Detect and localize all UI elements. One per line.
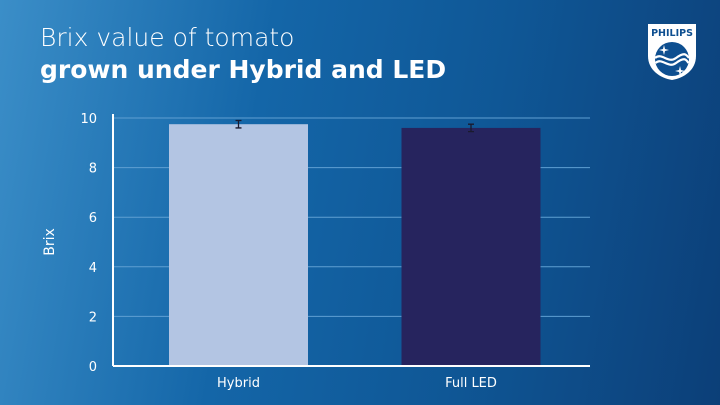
y-tick-label: 8 [89, 162, 97, 177]
x-tick-label: Hybrid [217, 376, 260, 391]
error-bar [235, 119, 242, 129]
y-tick-label: 0 [89, 360, 97, 375]
bar-hybrid [169, 124, 308, 366]
y-tick-label: 4 [89, 261, 97, 276]
y-tick-label: 6 [89, 211, 97, 226]
error-bar [468, 123, 474, 133]
chart-title: Brix value of tomato grown under Hybrid … [40, 22, 446, 86]
y-tick-label: 10 [80, 112, 97, 127]
title-line-1: Brix value of tomato [40, 23, 295, 52]
x-tick-label: Full LED [445, 376, 497, 391]
svg-text:PHILIPS: PHILIPS [651, 28, 693, 39]
y-tick-label: 2 [89, 310, 97, 325]
title-line-2: grown under Hybrid and LED [40, 55, 447, 84]
y-axis-label: Brix [42, 228, 58, 256]
bar-full-led [401, 127, 541, 366]
philips-logo: PHILIPS [648, 24, 696, 80]
